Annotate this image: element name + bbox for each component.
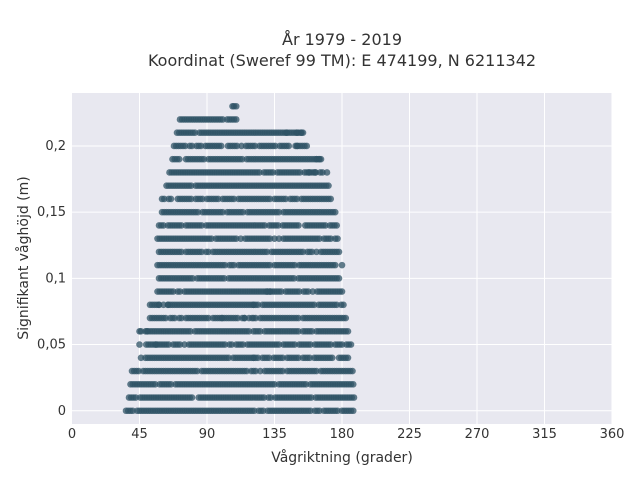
data-point	[349, 380, 357, 388]
data-point	[298, 129, 305, 137]
data-point	[175, 155, 183, 163]
data-point	[344, 328, 352, 335]
data-point	[283, 129, 290, 137]
x-tick-label: 135	[262, 427, 287, 442]
data-point	[155, 301, 163, 309]
y-axis-label: Signifikant våghöjd (m)	[15, 176, 32, 339]
y-tick-label: 0	[58, 404, 66, 419]
data-point	[293, 142, 301, 150]
x-tick-label: 315	[532, 427, 557, 442]
data-point	[229, 102, 236, 110]
y-tick-label: 0,05	[37, 338, 66, 353]
data-point	[217, 142, 225, 150]
data-point	[136, 328, 143, 335]
data-point	[349, 407, 357, 415]
chart-title: År 1979 - 2019	[282, 30, 402, 49]
data-point	[331, 261, 339, 269]
x-tick-label: 45	[131, 427, 148, 442]
data-point	[347, 341, 355, 348]
data-point	[340, 301, 347, 309]
data-point	[323, 169, 331, 176]
data-points	[122, 102, 358, 415]
x-tick-label: 225	[397, 427, 422, 442]
data-point	[266, 288, 274, 295]
x-axis-label: Vågriktning (grader)	[271, 449, 413, 466]
data-point	[325, 182, 332, 189]
data-point	[333, 222, 341, 229]
data-point	[335, 248, 343, 256]
data-point	[328, 354, 336, 362]
data-point	[152, 341, 160, 348]
data-point	[295, 222, 302, 229]
data-point	[241, 314, 248, 322]
chart-subtitle: Koordinat (Sweref 99 TM): E 474199, N 62…	[148, 51, 536, 70]
data-point	[250, 301, 257, 309]
data-point	[327, 195, 335, 203]
data-point	[331, 208, 339, 216]
data-point	[285, 142, 293, 150]
data-point	[218, 314, 226, 322]
data-point	[316, 155, 323, 163]
y-tick-label: 0,2	[45, 139, 66, 154]
y-tick-labels: 0 0,05 0,1 0,15 0,2	[37, 139, 66, 419]
y-tick-label: 0,15	[37, 205, 66, 220]
x-tick-label: 90	[199, 427, 216, 442]
data-point	[338, 261, 346, 269]
x-tick-label: 270	[465, 427, 490, 442]
data-point	[344, 354, 352, 362]
x-tick-labels: 0 45 90 135 180 225 270 315 360	[68, 427, 625, 442]
data-point	[136, 341, 143, 348]
data-point	[305, 169, 313, 176]
data-point	[338, 288, 346, 295]
data-point	[350, 394, 358, 401]
data-point	[232, 116, 240, 123]
data-point	[342, 314, 350, 322]
x-tick-label: 180	[330, 427, 355, 442]
data-point	[311, 169, 319, 176]
y-tick-label: 0,1	[45, 271, 66, 286]
data-point	[335, 275, 343, 282]
data-point	[164, 301, 172, 309]
data-point	[349, 367, 356, 375]
data-point	[250, 354, 257, 362]
data-point	[301, 142, 308, 150]
x-tick-label: 360	[600, 427, 625, 442]
data-point	[167, 195, 175, 203]
data-point	[248, 314, 256, 322]
data-point	[143, 328, 151, 335]
data-point	[188, 394, 196, 401]
x-tick-label: 0	[68, 427, 76, 442]
data-point	[334, 235, 341, 242]
